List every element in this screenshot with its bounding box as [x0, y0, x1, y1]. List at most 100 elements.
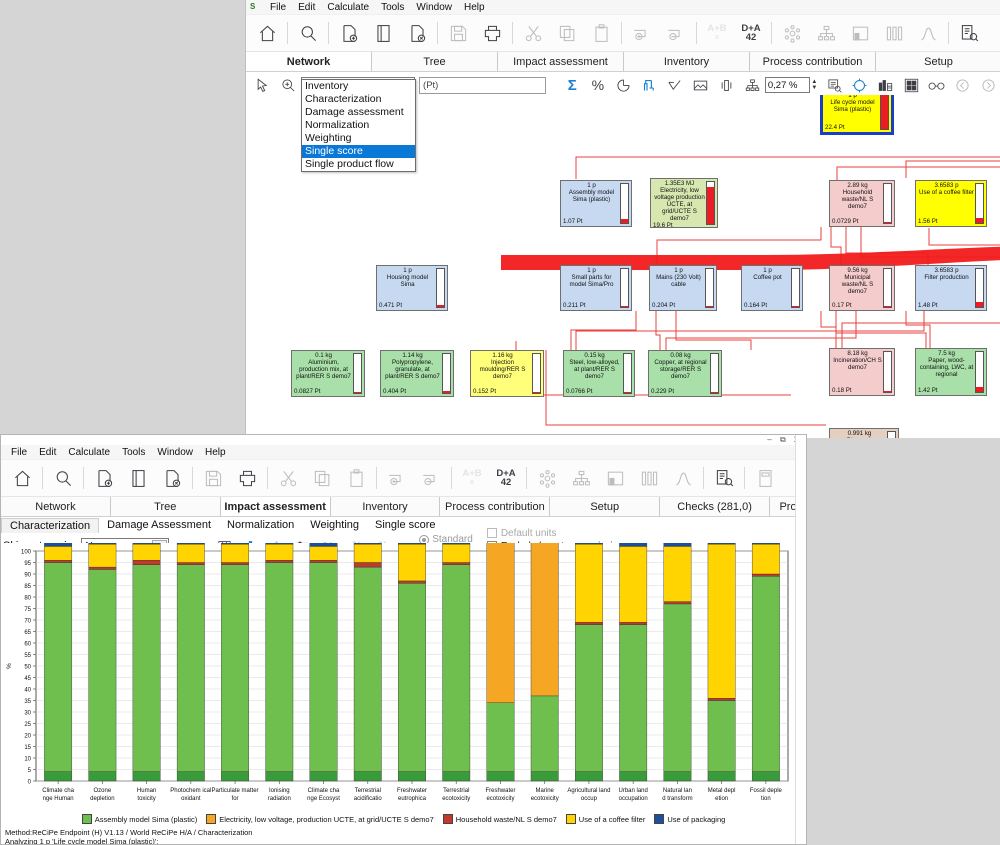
window-buttons[interactable]: – ⧉ ✕	[767, 435, 803, 444]
network-node[interactable]: 0.15 kg Steel, low-alloyed, at plant/RER …	[563, 350, 635, 397]
curve-chart-icon[interactable]	[911, 17, 945, 49]
image-icon[interactable]	[688, 73, 714, 97]
cutoff-input[interactable]: 0,27 %	[764, 77, 811, 93]
copy-icon[interactable]	[305, 462, 339, 494]
dropdown-option-weighting[interactable]: Weighting	[305, 132, 352, 144]
add-link-icon[interactable]	[625, 17, 659, 49]
grid-layout-icon[interactable]	[898, 73, 924, 97]
bmenu-tools[interactable]: Tools	[122, 446, 146, 458]
save-icon[interactable]	[196, 462, 230, 494]
network-node[interactable]: 7.5 kg Paper, wood-containing, LWC, at re…	[915, 348, 987, 396]
subtab-weighting[interactable]: Weighting	[310, 519, 359, 531]
calculator-icon[interactable]	[748, 462, 782, 494]
subtab-single-score[interactable]: Single score	[375, 519, 436, 531]
subtab-normalization[interactable]: Normalization	[227, 519, 295, 531]
bar-chart-icon[interactable]	[843, 17, 877, 49]
dropdown-option-damage-assessment[interactable]: Damage assessment	[305, 106, 404, 118]
tab-impact-assessment[interactable]: Impact assessment	[498, 52, 624, 71]
hierarchy-icon[interactable]	[739, 73, 765, 97]
network-node[interactable]: 1 p Coffee pot 0.164 Pt	[741, 265, 803, 311]
menu-edit[interactable]: Edit	[298, 1, 316, 13]
network-node[interactable]: 3.6583 p Use of a coffee filter 1.56 Pt	[915, 180, 987, 227]
dropdown-option-inventory[interactable]: Inventory	[305, 80, 349, 92]
cut-icon[interactable]	[516, 17, 550, 49]
zoom-in-icon[interactable]	[276, 73, 302, 97]
bmenu-edit[interactable]: Edit	[39, 446, 57, 458]
checkmark-icon[interactable]	[662, 73, 688, 97]
cut-icon[interactable]	[271, 462, 305, 494]
back-arrow-icon[interactable]	[950, 73, 976, 97]
bar-chart-icon[interactable]	[598, 462, 632, 494]
thermometer-icon[interactable]	[713, 73, 739, 97]
cursor-arrow-icon[interactable]	[250, 73, 276, 97]
dropdown-option-single-score[interactable]: Single score	[302, 145, 415, 158]
network-node[interactable]: 9.56 kg Municipal waste/NL S demo7 0.17 Pt	[829, 265, 895, 311]
bmenu-window[interactable]: Window	[157, 446, 193, 458]
new-document-icon[interactable]	[332, 17, 366, 49]
tree-hierarchy-icon[interactable]	[809, 17, 843, 49]
btab-impact-assessment[interactable]: Impact assessment	[220, 497, 331, 516]
menu-tools[interactable]: Tools	[381, 1, 405, 13]
network-node[interactable]: 1.35E3 MJ Electricity, low voltage produc…	[650, 178, 718, 229]
subtab-characterization[interactable]: Characterization	[1, 517, 100, 533]
print-icon[interactable]	[230, 462, 264, 494]
indicator-dropdown-list[interactable]: Inventory Characterization Damage assess…	[301, 79, 416, 172]
book-icon[interactable]	[121, 462, 155, 494]
add-link-icon[interactable]	[380, 462, 414, 494]
report-icon[interactable]	[707, 462, 741, 494]
bar-sort-icon[interactable]	[636, 73, 662, 97]
book-icon[interactable]	[366, 17, 400, 49]
bmenu-calculate[interactable]: Calculate	[68, 446, 111, 458]
btab-tree[interactable]: Tree	[111, 497, 221, 516]
network-node[interactable]: 1 p Life cycle model Sima (plastic) 22.4 P…	[820, 95, 894, 135]
dropdown-option-characterization[interactable]: Characterization	[305, 93, 382, 105]
network-node[interactable]: 1.16 kg Injection moulding/RER S demo7 0.1…	[470, 350, 544, 397]
network-node[interactable]: 1 p Mains (230 Volt) cable 0.204 Pt	[649, 265, 717, 311]
tree-hierarchy-icon[interactable]	[564, 462, 598, 494]
home-icon[interactable]	[250, 17, 284, 49]
data-analysis-icon[interactable]: D+A 42	[496, 467, 516, 488]
btab-process-contribution[interactable]: Process contribution	[440, 497, 551, 516]
chart-settings-icon[interactable]	[873, 73, 899, 97]
btab-checks[interactable]: Checks (281,0)	[660, 497, 771, 516]
menu-file[interactable]: File	[270, 1, 287, 13]
bmenu-help[interactable]: Help	[205, 446, 226, 458]
network-node[interactable]: 0.991 kgDisposal, polypropylene, 15.9% w…	[829, 428, 899, 438]
remove-link-icon[interactable]	[414, 462, 448, 494]
dropdown-option-normalization[interactable]: Normalization	[305, 119, 370, 131]
menu-help[interactable]: Help	[464, 1, 485, 13]
network-node[interactable]: 0.08 kg Copper, at regional storage/RER S…	[648, 350, 722, 397]
tab-tree[interactable]: Tree	[372, 52, 498, 71]
data-analysis-icon[interactable]: D+A 42	[741, 22, 761, 43]
forward-arrow-icon[interactable]	[975, 73, 1000, 97]
network-node[interactable]: 1 p Small parts for model Sima/Pro 0.211 P…	[560, 265, 632, 311]
search-icon[interactable]	[291, 17, 325, 49]
remove-link-icon[interactable]	[659, 17, 693, 49]
target-icon[interactable]	[847, 73, 873, 97]
delete-document-icon[interactable]	[400, 17, 434, 49]
network-node[interactable]: 1 p Housing model Sima 0.471 Pt	[376, 265, 448, 311]
delete-document-icon[interactable]	[155, 462, 189, 494]
tab-inventory[interactable]: Inventory	[624, 52, 750, 71]
network-node[interactable]: 1 p Assembly model Sima (plastic) 1.07 Pt	[560, 180, 632, 227]
characterization-chart[interactable]: 0 5 10 15 20 25 30 35 40 45 50 55 60 65 70 75 80 85 90 95 10…	[1, 543, 806, 844]
print-icon[interactable]	[475, 17, 509, 49]
unit-field[interactable]: (Pt)	[419, 76, 546, 94]
paste-icon[interactable]	[339, 462, 373, 494]
curve-chart-icon[interactable]	[666, 462, 700, 494]
column-chart-icon[interactable]	[632, 462, 666, 494]
percent-icon[interactable]: %	[591, 77, 605, 93]
tab-process-contribution[interactable]: Process contribution	[750, 52, 876, 71]
network-nodes-icon[interactable]	[530, 462, 564, 494]
sum-equals-icon[interactable]: A+B =	[462, 467, 482, 487]
save-icon[interactable]	[441, 17, 475, 49]
network-node[interactable]: 0.1 kg Aluminium, production mix, at plan…	[291, 350, 365, 397]
tab-setup[interactable]: Setup	[924, 55, 953, 68]
btab-inventory[interactable]: Inventory	[331, 497, 441, 516]
network-node[interactable]: 1.14 kg Polypropylene, granulate, at plan…	[380, 350, 454, 397]
network-node[interactable]: 2.89 kg Household waste/NL S demo7 0.0729 …	[829, 180, 895, 227]
check-default-units[interactable]: Default units	[486, 528, 629, 539]
network-diagram[interactable]: 1 p Life cycle model Sima (plastic) 22.4 P…	[246, 95, 1000, 438]
chart-vertical-scrollbar[interactable]	[795, 435, 806, 844]
sum-equals-icon[interactable]: A+B =	[707, 22, 727, 42]
